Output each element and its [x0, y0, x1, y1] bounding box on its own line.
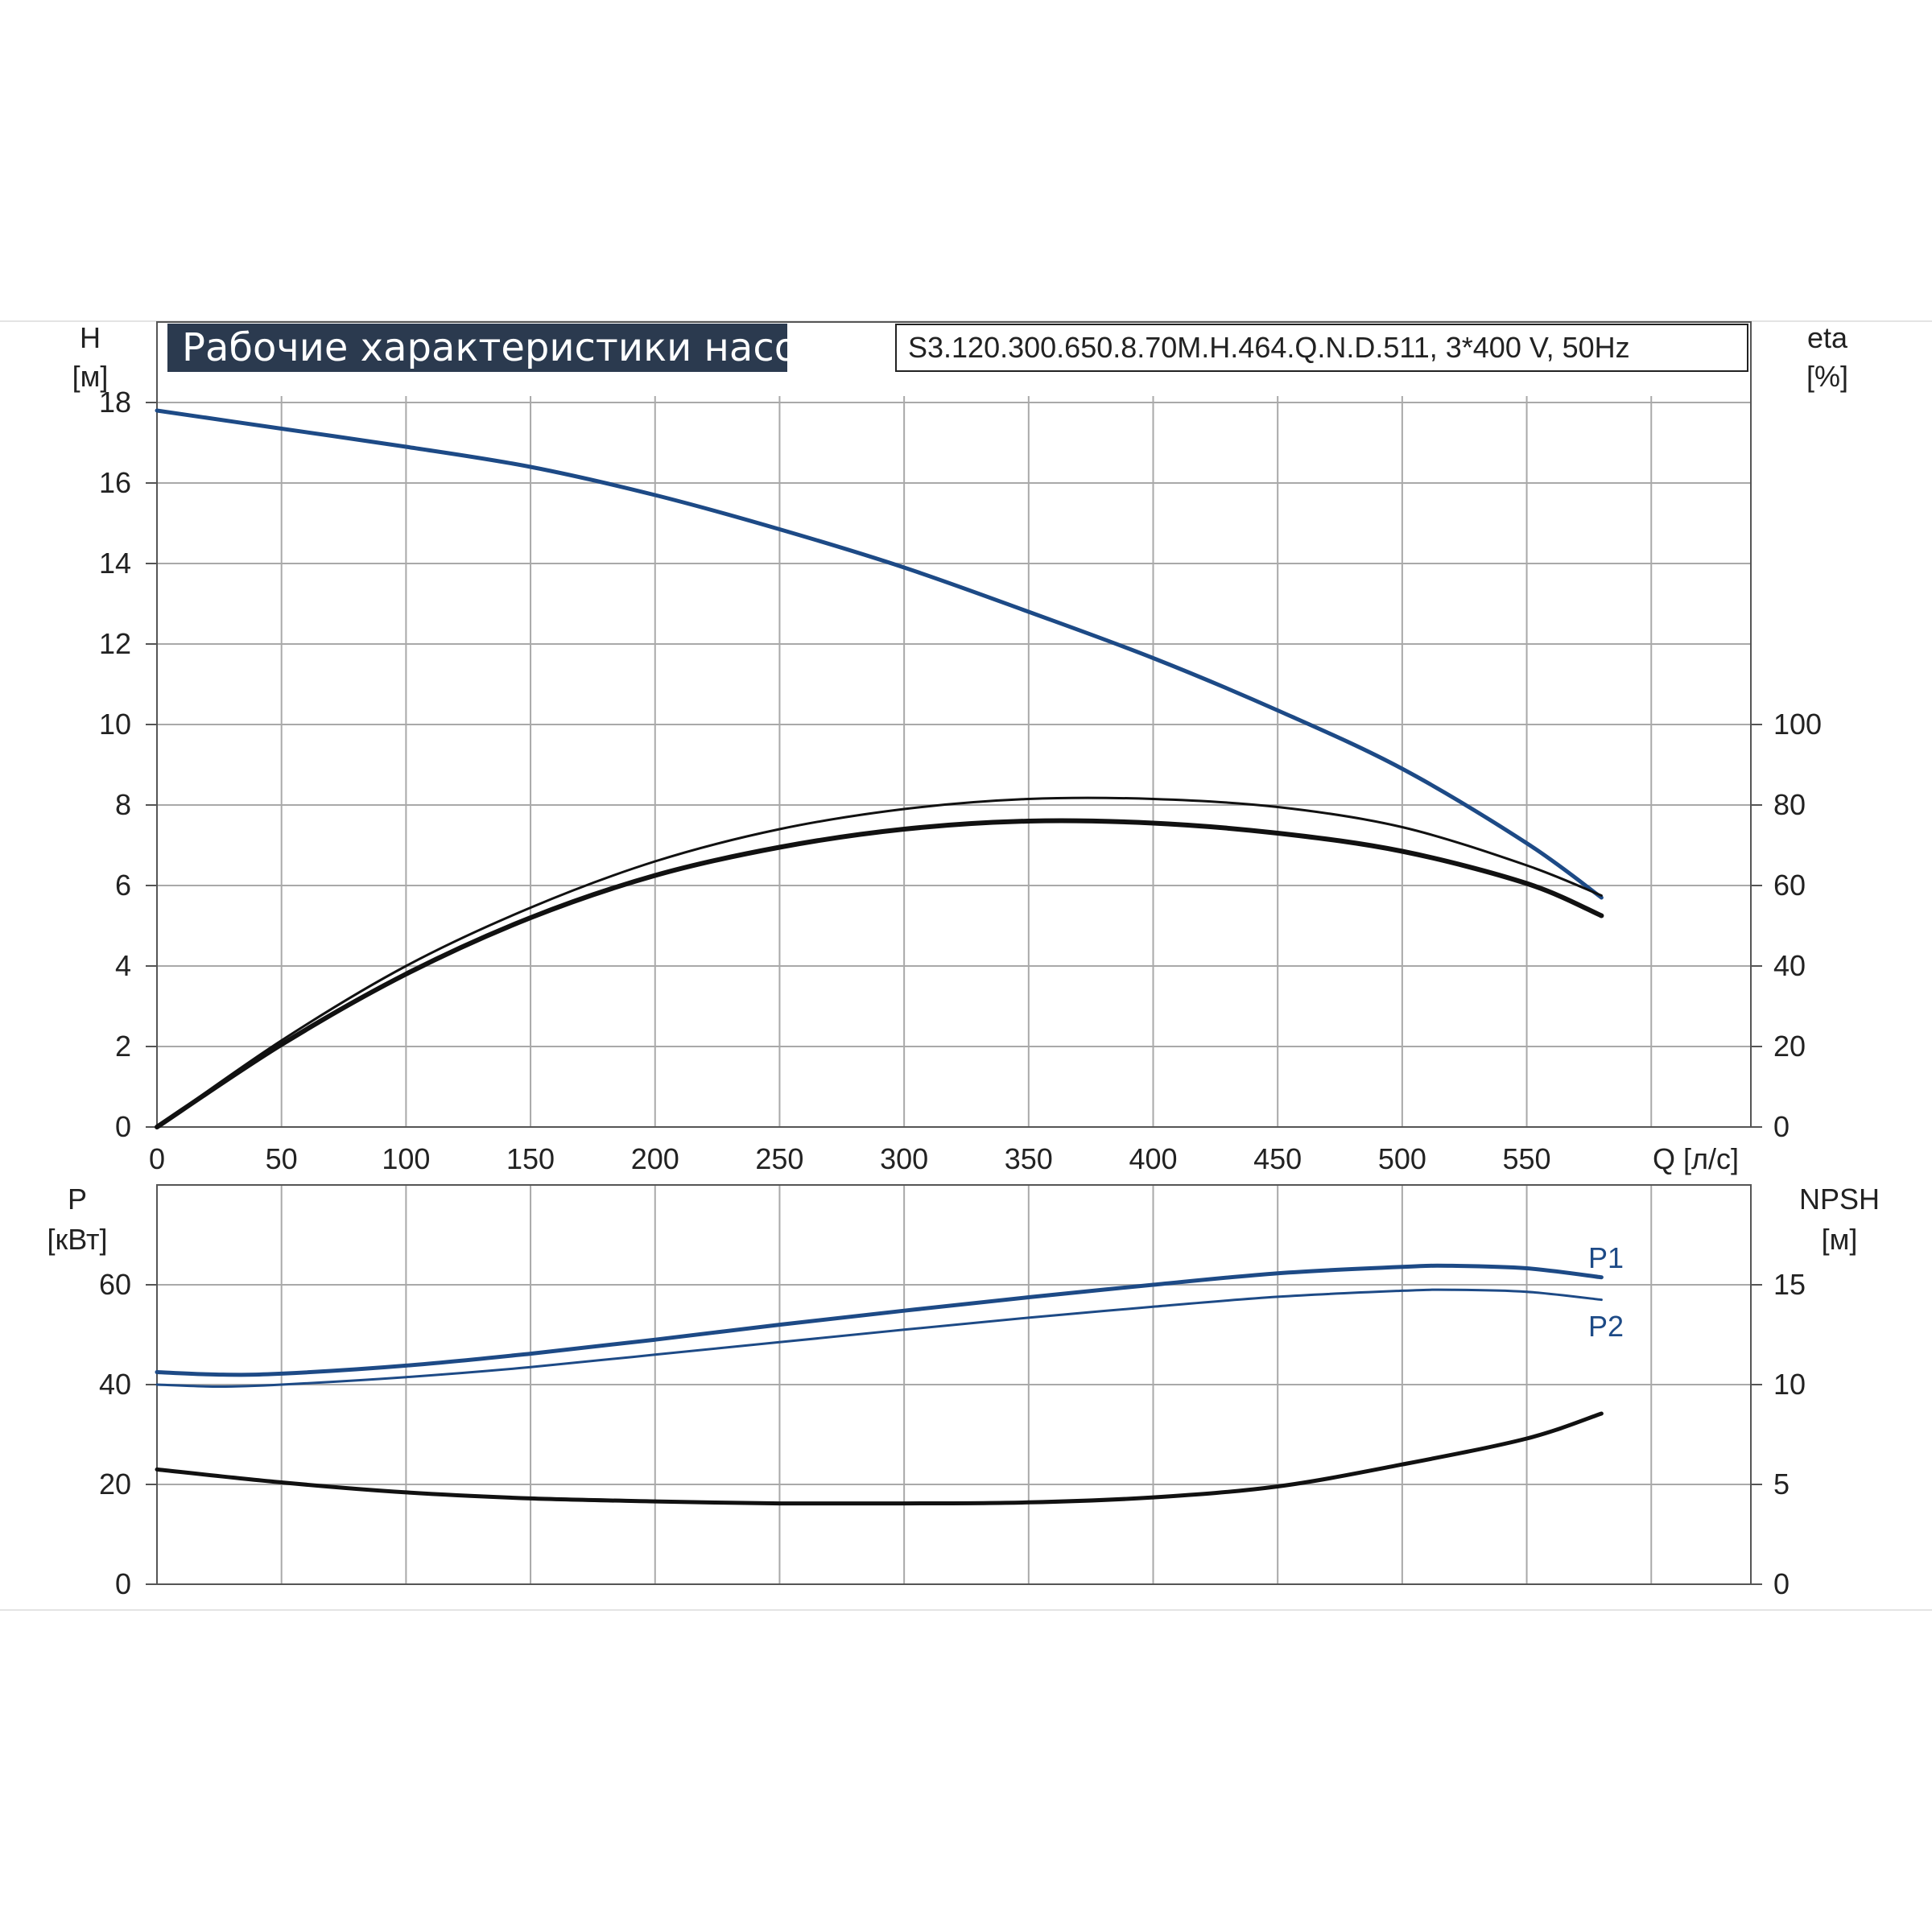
x-tick-label: 0 — [149, 1142, 165, 1175]
upper-right-tick-label: 100 — [1773, 708, 1822, 741]
lower-left-tick-label: 40 — [99, 1368, 131, 1401]
h-axis-tick-labels: 0 2 4 6 8 10 12 14 16 18 — [99, 386, 131, 1143]
x-tick-label: 350 — [1005, 1142, 1053, 1175]
p-axis-tick-labels: 0 20 40 60 — [99, 1268, 131, 1600]
upper-right-tick-label: 60 — [1773, 869, 1806, 902]
lower-panel: 0 20 40 60 0 5 10 15 P [кВт] NPSH [м] P1 P2 — [47, 1183, 1880, 1600]
x-tick-label: 550 — [1503, 1142, 1551, 1175]
upper-left-tick-label: 14 — [99, 547, 131, 580]
lower-grid — [146, 1185, 1762, 1585]
x-tick-label: 50 — [266, 1142, 298, 1175]
upper-left-tick-label: 10 — [99, 708, 131, 741]
lower-left-tick-label: 0 — [115, 1567, 131, 1600]
upper-series-1-curve — [155, 796, 1603, 1129]
upper-left-tick-label: 18 — [99, 386, 131, 419]
upper-left-tick-label: 16 — [99, 466, 131, 499]
lower-right-tick-label: 5 — [1773, 1468, 1790, 1501]
model-info-box: S3.120.300.650.8.70M.H.464.Q.N.D.511, 3*… — [895, 324, 1748, 372]
npsh-axis-tick-labels: 0 5 10 15 — [1773, 1268, 1806, 1600]
p1-label: P1 — [1588, 1241, 1624, 1274]
lower-right-tick-label: 0 — [1773, 1567, 1790, 1600]
x-tick-label: 200 — [631, 1142, 679, 1175]
npsh-axis-unit: [м] — [1822, 1223, 1858, 1256]
upper-right-tick-label: 80 — [1773, 788, 1806, 821]
p2-label: P2 — [1588, 1310, 1624, 1343]
eta-axis-tick-labels: 0 20 40 60 80 100 — [1773, 708, 1822, 1143]
lower-right-tick-label: 10 — [1773, 1368, 1806, 1401]
upper-panel: 0 50 100 150 200 250 300 350 400 450 500 550 024681… — [72, 321, 1848, 1175]
upper-grid — [146, 396, 1762, 1128]
upper-left-tick-label: 8 — [115, 788, 131, 821]
p-axis-unit: [кВт] — [47, 1223, 107, 1256]
upper-left-tick-label: 12 — [99, 627, 131, 660]
upper-right-tick-label: 0 — [1773, 1110, 1790, 1143]
bottom-separator — [0, 1609, 1932, 1611]
upper-left-tick-label: 0 — [115, 1110, 131, 1143]
x-tick-label: 400 — [1129, 1142, 1177, 1175]
x-tick-label: 150 — [506, 1142, 555, 1175]
h-axis-name: H — [80, 321, 101, 354]
lower-right-tick-label: 15 — [1773, 1268, 1806, 1301]
upper-series-group — [155, 408, 1604, 1129]
upper-series-2-curve — [155, 818, 1604, 1129]
eta-axis-name: eta — [1807, 321, 1848, 354]
chart-title: Рабочие характеристики насоса — [182, 325, 787, 370]
x-tick-label: 450 — [1253, 1142, 1302, 1175]
chart-title-box: Рабочие характеристики насоса — [167, 324, 787, 372]
x-tick-labels: 0 50 100 150 200 250 300 350 400 450 500 550 — [149, 1142, 1551, 1175]
upper-left-tick-label: 4 — [115, 949, 131, 982]
x-tick-label: 500 — [1378, 1142, 1426, 1175]
pump-model: S3.120.300.650.8.70M.H.464.Q.N.D.511, 3*… — [908, 331, 1630, 364]
eta-axis-unit: [%] — [1806, 360, 1848, 393]
upper-right-tick-label: 20 — [1773, 1030, 1806, 1063]
x-tick-label: 250 — [755, 1142, 803, 1175]
x-axis-label: Q [л/с] — [1653, 1142, 1739, 1175]
lower-left-tick-label: 20 — [99, 1468, 131, 1501]
lower-series-2-curve — [155, 1411, 1604, 1506]
upper-right-tick-label: 40 — [1773, 949, 1806, 982]
x-tick-label: 300 — [880, 1142, 928, 1175]
p-axis-name: P — [68, 1183, 87, 1216]
h-axis-unit: [м] — [72, 360, 109, 393]
p2-curve — [155, 1288, 1603, 1388]
p1-curve — [155, 1263, 1604, 1377]
lower-series-group — [155, 1263, 1604, 1506]
upper-plot-frame — [156, 321, 1752, 1128]
upper-left-tick-label: 6 — [115, 869, 131, 902]
npsh-axis-name: NPSH — [1799, 1183, 1880, 1216]
upper-series-0-curve — [155, 408, 1604, 900]
x-tick-label: 100 — [382, 1142, 430, 1175]
upper-left-tick-label: 2 — [115, 1030, 131, 1063]
lower-left-tick-label: 60 — [99, 1268, 131, 1301]
